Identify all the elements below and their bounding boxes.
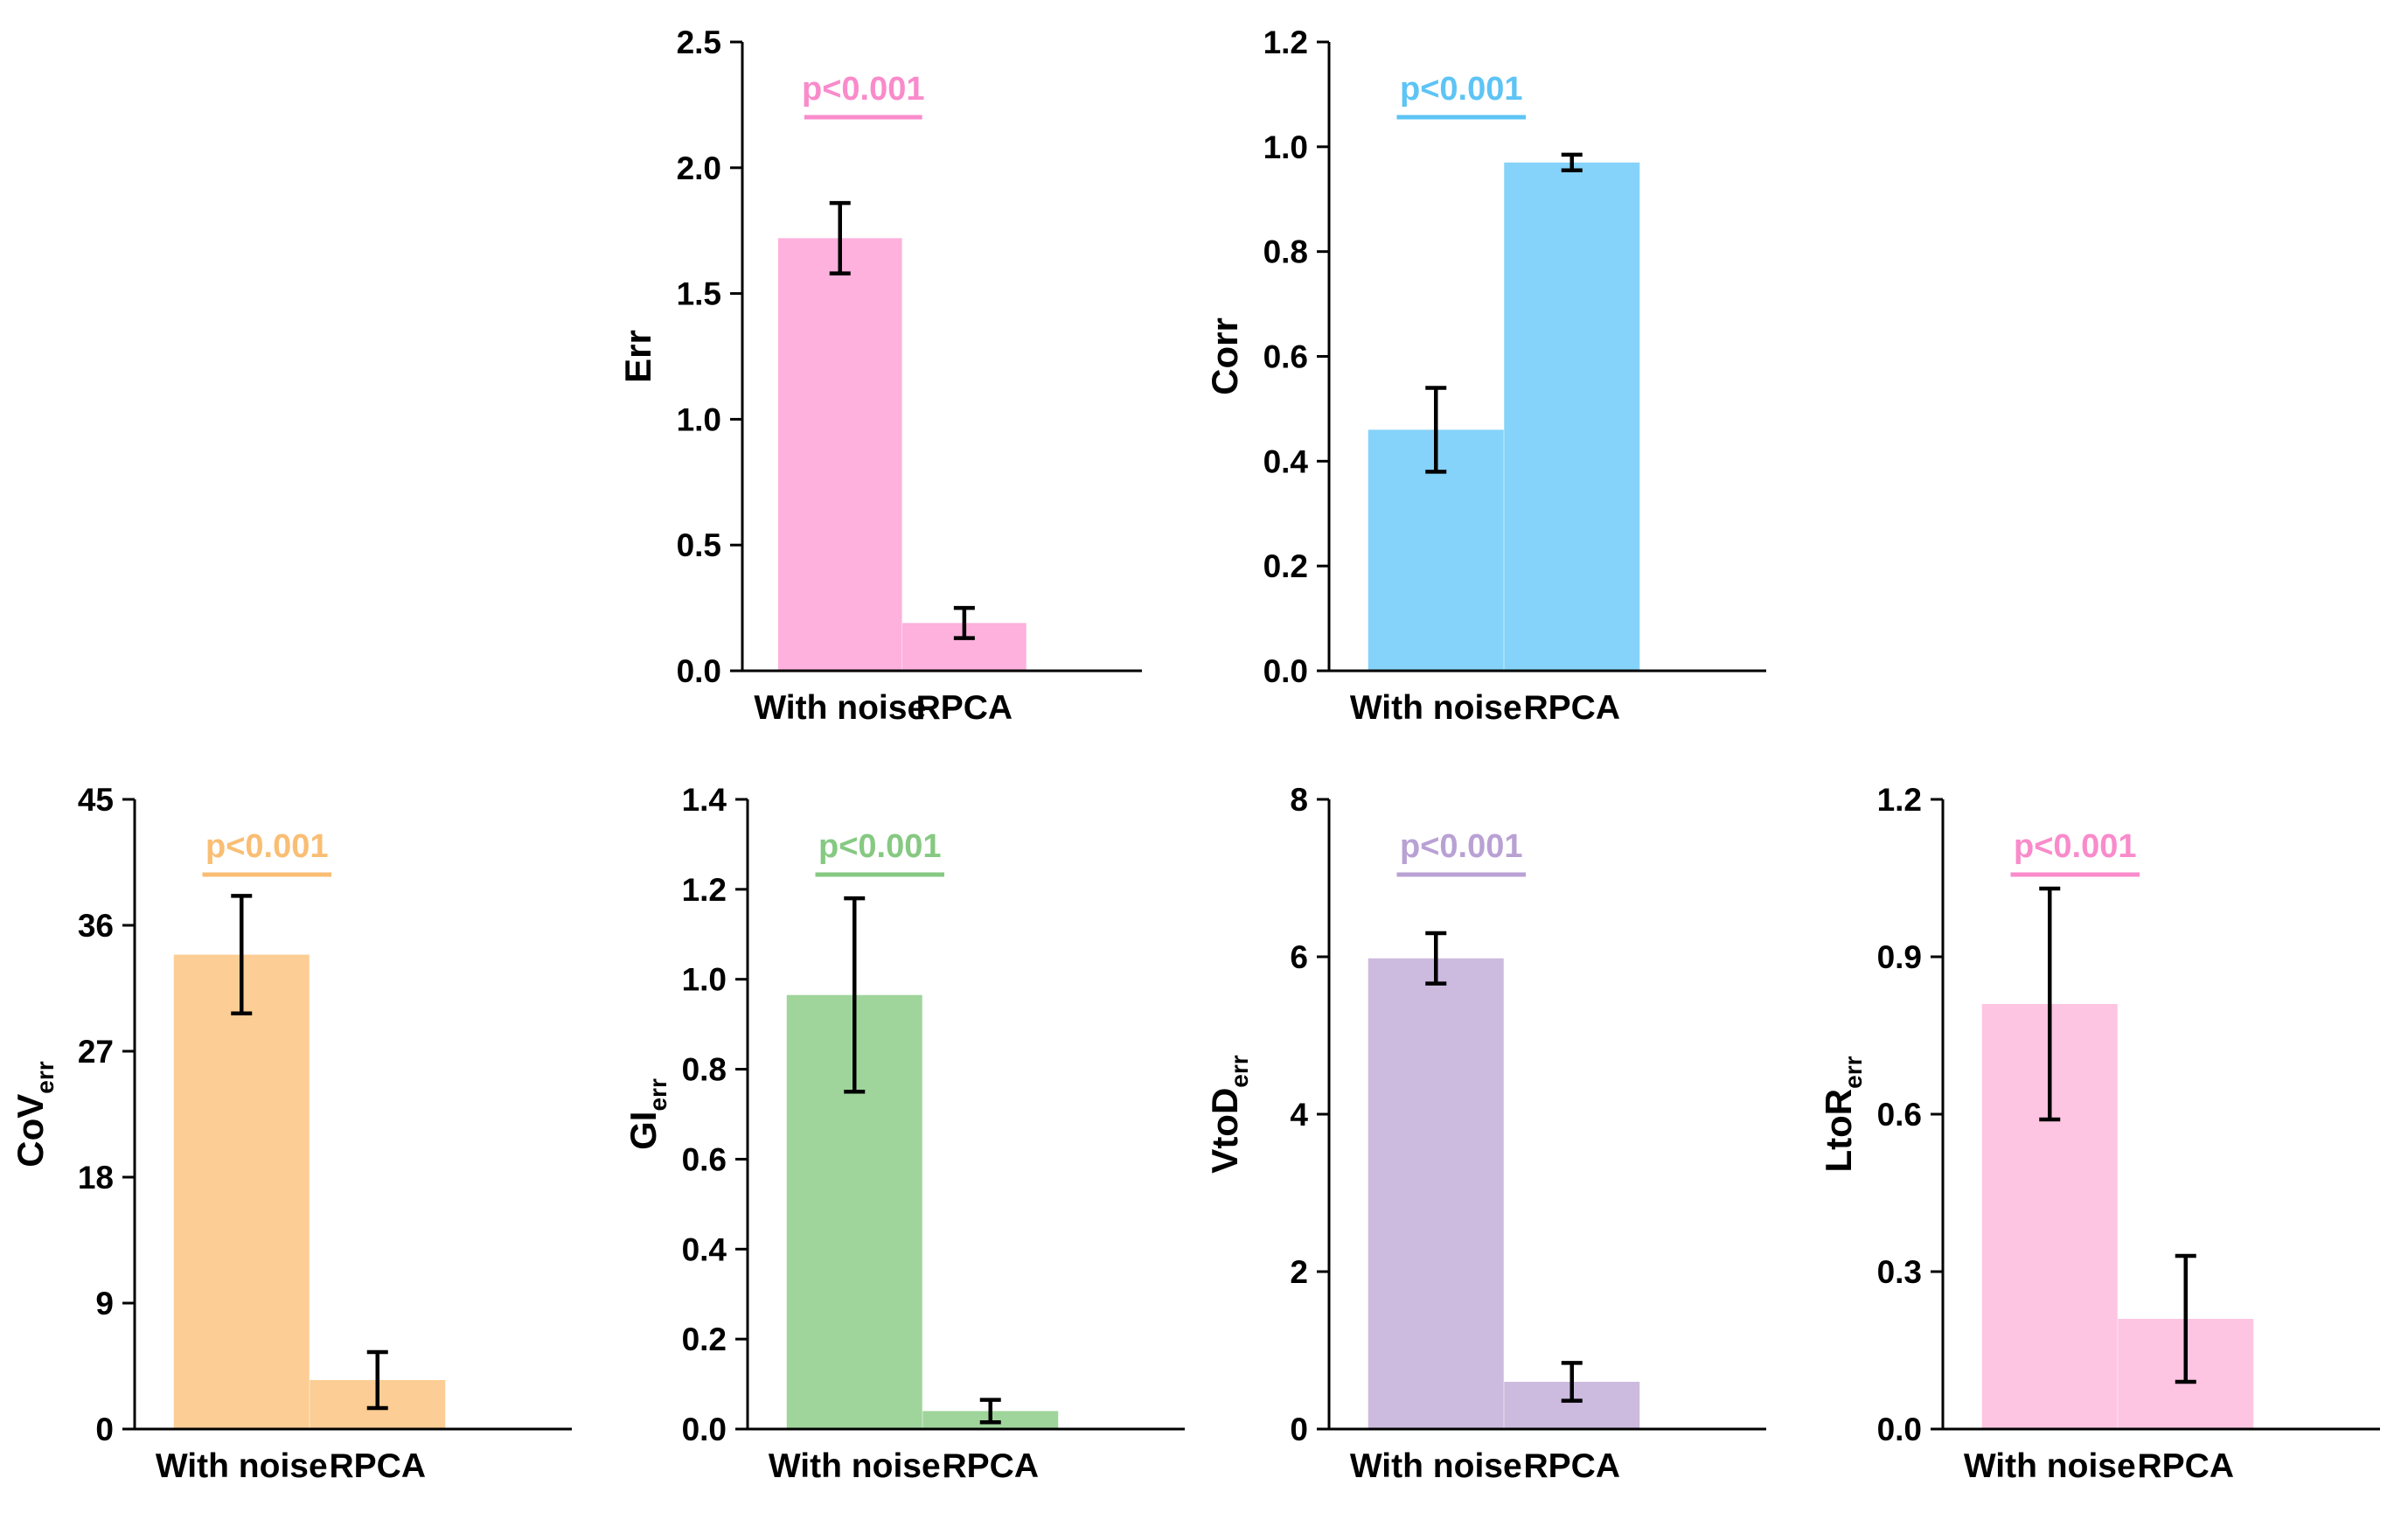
significance-label: p<0.001 [1400, 828, 1523, 865]
y-tick-label: 6 [1290, 939, 1308, 975]
error-bar [979, 1398, 1001, 1425]
y-tick-label: 0.8 [682, 1052, 727, 1088]
y-tick-label: 2.5 [677, 24, 721, 60]
y-tick-label: 27 [78, 1034, 114, 1070]
x-category-label: RPCA [329, 1447, 426, 1485]
bar-with-noise [173, 954, 310, 1429]
y-axis-title-main: Err [617, 330, 658, 383]
error-bar [1561, 152, 1583, 173]
y-axis-title-main: CoV [10, 1094, 51, 1168]
error-bar [231, 894, 253, 1016]
y-tick-label: 2.0 [677, 150, 721, 186]
significance-label: p<0.001 [1400, 71, 1523, 108]
y-tick-label: 0.2 [1263, 548, 1308, 584]
y-axis-title-main: Corr [1204, 317, 1245, 395]
error-bar [844, 896, 866, 1094]
y-tick-label: 0.3 [1877, 1254, 1922, 1290]
significance-label: p<0.001 [818, 828, 942, 865]
y-axis-title: CoVerr [10, 1061, 59, 1167]
x-category-label: With noise [1964, 1447, 2136, 1485]
y-tick-label: 0.5 [677, 527, 721, 563]
y-tick-label: 0.8 [1263, 234, 1308, 270]
y-tick-label: 18 [78, 1160, 114, 1196]
error-bar [2039, 886, 2061, 1122]
chart-panel-6: 0.0 0.3 0.6 0.9 1.2 With noise RPCA LtoRerr p<0.… [1818, 782, 2380, 1485]
y-tick-label: 0 [1290, 1412, 1308, 1447]
y-axis-title: Err [617, 330, 658, 383]
x-category-label: With noise [754, 689, 926, 727]
y-tick-label: 0.4 [1263, 443, 1309, 479]
error-bar [1561, 1361, 1583, 1403]
x-category-label: RPCA [916, 689, 1013, 727]
x-category-label: RPCA [1523, 1447, 1620, 1485]
y-axis-title-subscript: err [1840, 1056, 1867, 1088]
x-category-label: With noise [1350, 689, 1522, 727]
significance-label: p<0.001 [802, 71, 925, 108]
significance-label: p<0.001 [2014, 828, 2137, 865]
bar-with-noise [1368, 958, 1504, 1429]
y-axis-title-subscript: err [31, 1061, 59, 1093]
x-category-label: RPCA [2137, 1447, 2234, 1485]
y-tick-label: 1.2 [682, 872, 727, 908]
bar-with-noise [777, 238, 902, 671]
y-tick-label: 1.0 [1263, 129, 1308, 165]
x-category-label: With noise [1350, 1447, 1522, 1485]
y-tick-label: 9 [95, 1286, 114, 1321]
error-bar [1425, 931, 1447, 986]
y-tick-label: 1.2 [1263, 24, 1308, 60]
chart-panel-4: 0.0 0.2 0.4 0.6 0.8 1.0 1.2 1.4 With noise RPCA GI… [623, 782, 1185, 1485]
error-bar [1425, 386, 1447, 474]
y-axis-title-main: GI [623, 1112, 664, 1150]
y-tick-label: 0.0 [1263, 653, 1308, 689]
y-tick-label: 0.6 [1263, 339, 1308, 375]
error-bar [366, 1349, 388, 1411]
y-tick-label: 2 [1290, 1254, 1308, 1290]
significance-label: p<0.001 [205, 828, 329, 865]
y-tick-label: 1.0 [682, 962, 727, 998]
error-bar [953, 605, 975, 640]
x-category-label: RPCA [1523, 689, 1620, 727]
x-category-label: RPCA [942, 1447, 1039, 1485]
y-axis-title-main: LtoR [1818, 1089, 1859, 1173]
x-category-label: With noise [156, 1447, 328, 1485]
y-tick-label: 4 [1290, 1097, 1308, 1133]
chart-panel-3: 0 9 18 27 36 45 With noise RPCA CoVerr p<0.001 [10, 782, 572, 1485]
y-tick-label: 0.6 [682, 1141, 727, 1177]
y-axis-title: VtoDerr [1204, 1055, 1253, 1173]
error-bar [829, 200, 851, 275]
y-axis-title-main: VtoD [1204, 1088, 1245, 1174]
y-tick-label: 1.0 [677, 401, 721, 437]
y-tick-label: 45 [78, 782, 114, 818]
y-tick-label: 36 [78, 908, 114, 944]
y-tick-label: 0.9 [1877, 939, 1922, 975]
y-tick-label: 0.0 [682, 1412, 727, 1447]
y-tick-label: 0.6 [1877, 1097, 1922, 1133]
y-axis-title: Corr [1204, 317, 1245, 395]
y-tick-label: 0.0 [1877, 1412, 1922, 1447]
y-tick-label: 0.2 [682, 1321, 727, 1357]
error-bar [2175, 1253, 2196, 1384]
y-tick-label: 0.4 [682, 1231, 727, 1267]
y-tick-label: 0.0 [677, 653, 721, 689]
y-tick-label: 0 [95, 1412, 114, 1447]
y-axis-title: LtoRerr [1818, 1056, 1867, 1172]
y-tick-label: 1.4 [682, 782, 727, 818]
y-tick-label: 1.2 [1877, 782, 1922, 818]
y-tick-label: 8 [1290, 782, 1308, 818]
y-tick-label: 1.5 [677, 276, 721, 312]
y-axis-title-subscript: err [1226, 1055, 1253, 1087]
y-axis-title: GIerr [623, 1078, 672, 1150]
x-category-label: With noise [769, 1447, 941, 1485]
bar-rpca [1504, 162, 1640, 671]
y-axis-title-subscript: err [644, 1078, 672, 1111]
chart-panel-2: 0.0 0.2 0.4 0.6 0.8 1.0 1.2 With noise RPCA Corr p… [1204, 24, 1766, 727]
chart-panel-5: 0 2 4 6 8 With noise RPCA VtoDerr p<0.001 [1204, 782, 1766, 1485]
